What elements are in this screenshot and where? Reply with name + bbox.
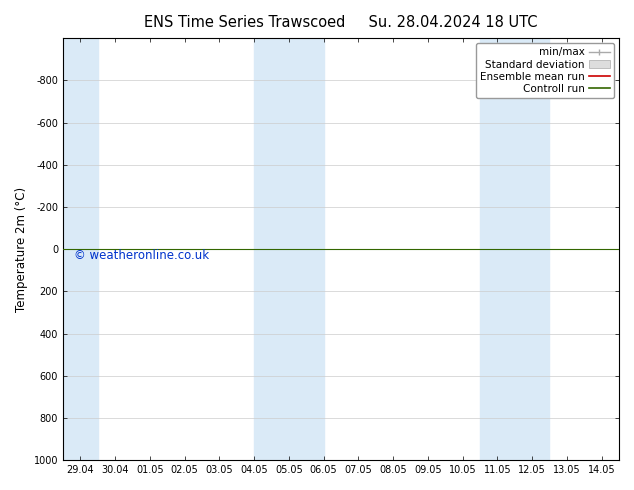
Bar xyxy=(63,38,98,460)
Title: ENS Time Series Trawscoed     Su. 28.04.2024 18 UTC: ENS Time Series Trawscoed Su. 28.04.2024… xyxy=(144,15,538,30)
Text: © weatheronline.co.uk: © weatheronline.co.uk xyxy=(74,249,209,262)
Y-axis label: Temperature 2m (°C): Temperature 2m (°C) xyxy=(15,187,28,312)
Bar xyxy=(254,38,323,460)
Bar xyxy=(480,38,550,460)
Legend: min/max, Standard deviation, Ensemble mean run, Controll run: min/max, Standard deviation, Ensemble me… xyxy=(476,43,614,98)
